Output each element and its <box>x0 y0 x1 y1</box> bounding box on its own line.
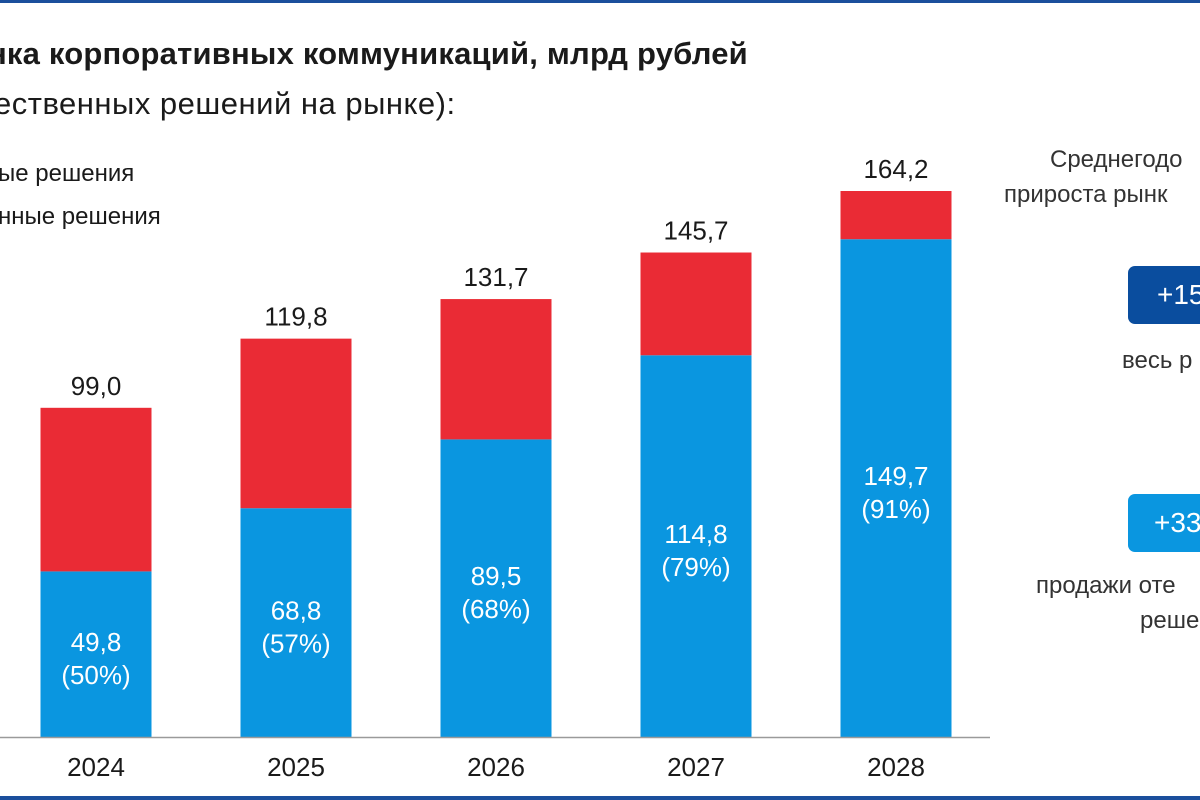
bar-chart: 99,0 49,8(50%) 2024 119,8 68,8(57%) 2025 131,7… <box>0 154 990 782</box>
segment-share-label-2025: (57%) <box>261 629 330 659</box>
bar-segment-blue-2024 <box>40 571 152 737</box>
x-tick-label-2028: 2028 <box>867 752 925 782</box>
bar-segment-red-2024 <box>40 407 152 572</box>
total-label-2028: 164,2 <box>863 154 928 184</box>
segment-share-label-2027: (79%) <box>661 552 730 582</box>
bar-segment-red-2025 <box>240 338 352 509</box>
chart-title: нка корпоративных коммуникаций, млрд руб… <box>0 36 748 71</box>
bar-segment-red-2028 <box>840 191 952 240</box>
total-label-2027: 145,7 <box>663 216 728 246</box>
segment-value-label-2028: 149,7 <box>863 461 928 491</box>
total-label-2025: 119,8 <box>264 302 327 332</box>
legend-item-1: ые решения <box>0 160 135 187</box>
chart-subtitle: ественных решений на рынке): <box>0 86 456 121</box>
bar-segment-blue-2027 <box>640 355 752 737</box>
cagr-caption-line2: прироста рынк <box>1004 181 1168 208</box>
segment-value-label-2027: 114,8 <box>664 519 727 549</box>
segment-share-label-2028: (91%) <box>861 494 930 524</box>
cagr-domestic-badge: +33 <box>1128 494 1200 552</box>
bar-segment-blue-2025 <box>240 508 352 737</box>
cagr-domestic-caption-line1: продажи оте <box>1036 572 1176 599</box>
bar-segment-red-2026 <box>440 299 552 440</box>
segment-share-label-2024: (50%) <box>61 660 130 690</box>
top-border <box>0 0 1200 3</box>
x-tick-label-2024: 2024 <box>67 752 125 782</box>
bottom-border <box>0 796 1200 800</box>
x-tick-label-2027: 2027 <box>667 752 725 782</box>
bar-segment-blue-2028 <box>840 239 952 738</box>
segment-value-label-2025: 68,8 <box>271 596 322 626</box>
segment-value-label-2024: 49,8 <box>71 627 122 657</box>
total-label-2026: 131,7 <box>463 262 528 292</box>
cagr-total-caption: весь р <box>1122 347 1193 374</box>
cagr-domestic-caption-line2: реше <box>1140 607 1200 634</box>
total-label-2024: 99,0 <box>71 371 122 401</box>
x-tick-label-2026: 2026 <box>467 752 525 782</box>
cagr-total-badge: +15 <box>1128 266 1200 324</box>
bar-segment-blue-2026 <box>440 439 552 737</box>
legend-item-2: нные решения <box>0 203 161 230</box>
segment-value-label-2026: 89,5 <box>471 561 522 591</box>
segment-share-label-2026: (68%) <box>461 594 530 624</box>
x-tick-label-2025: 2025 <box>267 752 325 782</box>
cagr-caption-line1: Среднегодо <box>1050 146 1183 173</box>
bar-segment-red-2027 <box>640 252 752 356</box>
